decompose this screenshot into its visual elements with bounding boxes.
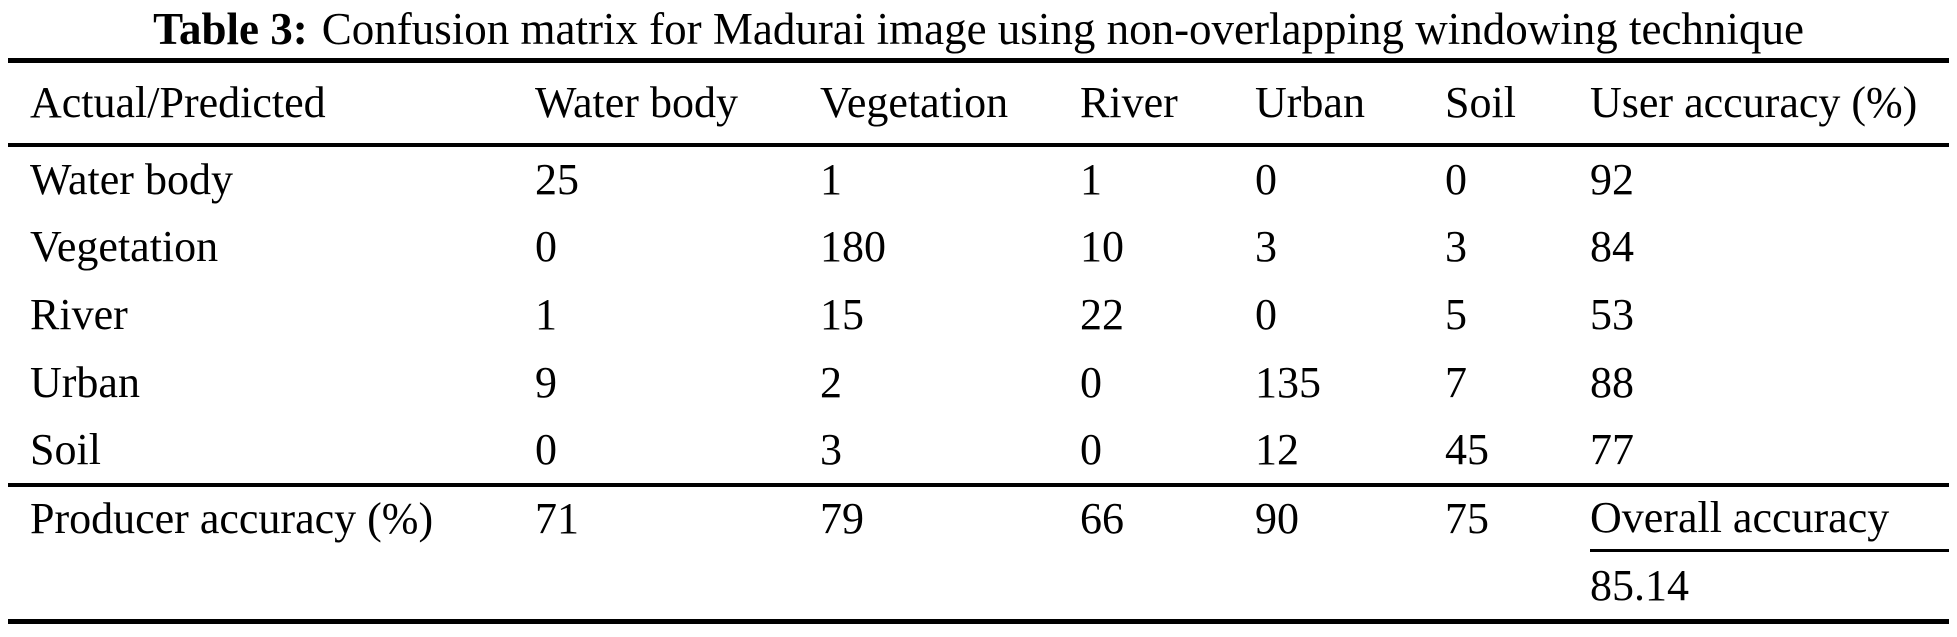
row-label: River [30, 290, 128, 339]
row-label: Urban [30, 358, 140, 407]
matrix-cell: 135 [1255, 358, 1321, 407]
empty-cell [8, 551, 535, 622]
caption-number: Table 3: [153, 4, 308, 54]
matrix-cell: 0 [535, 425, 557, 474]
user-accuracy-cell: 88 [1590, 358, 1634, 407]
matrix-cell: 45 [1445, 425, 1489, 474]
overall-accuracy-label: Overall accuracy [1590, 484, 1949, 552]
confusion-matrix-table: Actual/Predicted Water body Vegetation R… [8, 58, 1949, 624]
matrix-cell: 12 [1255, 425, 1299, 474]
matrix-cell: 7 [1445, 358, 1467, 407]
matrix-cell: 0 [1445, 155, 1467, 204]
table-row-vegetation: Vegetation 0 180 10 3 3 84 [8, 213, 1949, 281]
matrix-cell: 0 [1255, 290, 1277, 339]
matrix-cell: 0 [1080, 358, 1102, 407]
column-header-user-accuracy: User accuracy (%) [1590, 78, 1918, 128]
producer-accuracy-value: 79 [820, 494, 864, 543]
user-accuracy-cell: 92 [1590, 155, 1634, 204]
user-accuracy-cell: 84 [1590, 222, 1634, 271]
caption-text: Confusion matrix for Madurai image using… [321, 4, 1804, 54]
producer-accuracy-value: 71 [535, 494, 579, 543]
matrix-cell: 3 [820, 425, 842, 474]
overall-accuracy-value: 85.14 [1590, 561, 1689, 610]
user-accuracy-cell: 77 [1590, 425, 1634, 474]
column-header-water-body: Water body [535, 78, 738, 128]
matrix-cell: 0 [535, 222, 557, 271]
matrix-cell: 15 [820, 290, 864, 339]
table-row-water-body: Water body 25 1 1 0 0 92 [8, 145, 1949, 213]
matrix-cell: 9 [535, 358, 557, 407]
matrix-cell: 0 [1080, 425, 1102, 474]
table-header-row: Actual/Predicted Water body Vegetation R… [8, 61, 1949, 145]
empty-cell [1255, 551, 1445, 622]
matrix-cell: 3 [1255, 222, 1277, 271]
matrix-cell: 25 [535, 155, 579, 204]
matrix-cell: 180 [820, 222, 886, 271]
matrix-cell: 1 [820, 155, 842, 204]
column-header-river: River [1080, 78, 1178, 128]
column-header-actual-predicted: Actual/Predicted [30, 78, 326, 128]
producer-accuracy-row: Producer accuracy (%) 71 79 66 90 75 Ove… [8, 484, 1949, 552]
column-header-vegetation: Vegetation [820, 78, 1009, 128]
empty-cell [1080, 551, 1255, 622]
producer-accuracy-value: 75 [1445, 494, 1489, 543]
empty-cell [535, 551, 820, 622]
table-row-soil: Soil 0 3 0 12 45 77 [8, 417, 1949, 485]
matrix-cell: 22 [1080, 290, 1124, 339]
overall-accuracy-row: 85.14 [8, 551, 1949, 622]
matrix-cell: 1 [535, 290, 557, 339]
matrix-cell: 3 [1445, 222, 1467, 271]
matrix-cell: 0 [1255, 155, 1277, 204]
producer-accuracy-label: Producer accuracy (%) [30, 494, 434, 543]
table-row-urban: Urban 9 2 0 135 7 88 [8, 349, 1949, 417]
empty-cell [820, 551, 1080, 622]
row-label: Vegetation [30, 222, 219, 271]
matrix-cell: 1 [1080, 155, 1102, 204]
table-row-river: River 1 15 22 0 5 53 [8, 281, 1949, 349]
producer-accuracy-value: 66 [1080, 494, 1124, 543]
column-header-urban: Urban [1255, 78, 1365, 128]
producer-accuracy-value: 90 [1255, 494, 1299, 543]
empty-cell [1445, 551, 1590, 622]
matrix-cell: 10 [1080, 222, 1124, 271]
matrix-cell: 2 [820, 358, 842, 407]
table-caption: Table 3: Confusion matrix for Madurai ima… [0, 1, 1957, 57]
row-label: Soil [30, 425, 101, 474]
column-header-soil: Soil [1445, 78, 1516, 128]
user-accuracy-cell: 53 [1590, 290, 1634, 339]
row-label: Water body [30, 155, 233, 204]
matrix-cell: 5 [1445, 290, 1467, 339]
